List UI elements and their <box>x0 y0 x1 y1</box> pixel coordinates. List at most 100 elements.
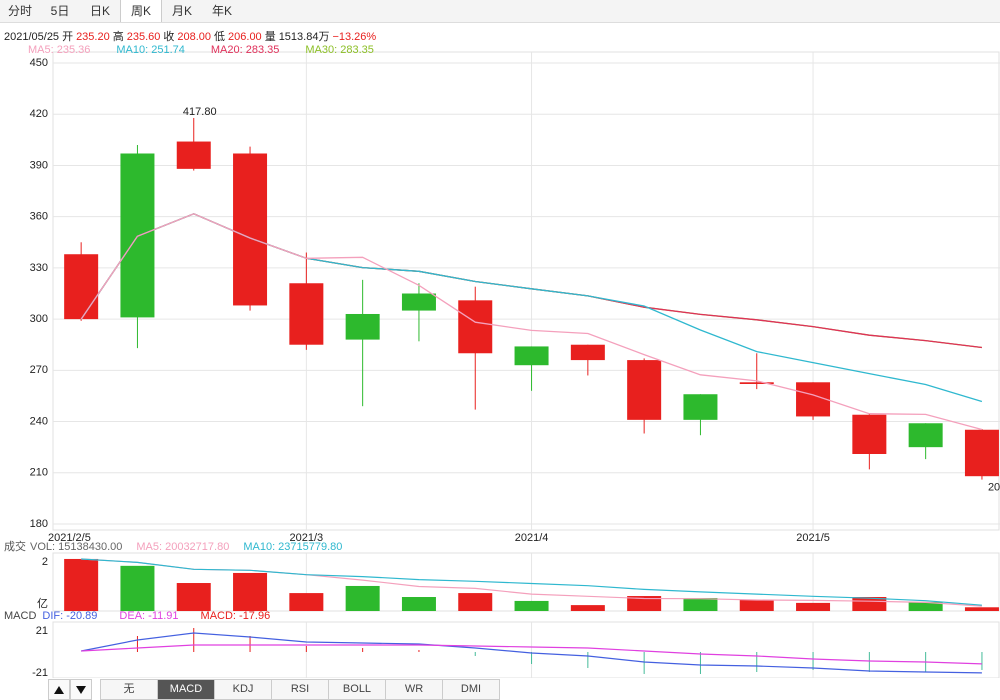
field-value: 206.00 <box>228 31 262 43</box>
macd-legend: MACD DIF: -20.89 DEA: -11.91 MACD: -17.96 <box>4 610 270 622</box>
field-name: 低 <box>214 31 226 43</box>
candle-body <box>458 300 493 354</box>
legend-entry: DIF: -20.89 <box>42 610 97 622</box>
candle-body <box>345 313 380 340</box>
indicator-tab[interactable]: KDJ <box>215 679 272 700</box>
field-value: 235.20 <box>76 31 110 43</box>
volume-bar <box>458 593 493 611</box>
y-tick-label: 330 <box>30 262 48 274</box>
volume-bar <box>739 599 774 611</box>
legend-entry: MA10: 251.74 <box>116 44 185 56</box>
down-icon <box>76 685 86 694</box>
candle-body <box>908 423 943 448</box>
period-tab[interactable]: 月K <box>171 4 192 18</box>
field-name: 高 <box>112 31 124 43</box>
candle-body <box>176 141 211 169</box>
volume-bar <box>401 597 436 611</box>
candle-body <box>683 394 718 420</box>
volume-bar <box>570 605 605 611</box>
period-tab[interactable]: 年K <box>211 4 232 18</box>
candle-body <box>570 344 605 361</box>
vol-ma-line <box>81 558 982 606</box>
y-tick-label: 270 <box>30 364 48 376</box>
volume-bar <box>176 583 211 611</box>
candle-body <box>64 254 99 320</box>
indicator-tab[interactable]: WR <box>386 679 443 700</box>
indicator-tab[interactable]: BOLL <box>329 679 386 700</box>
quote-date: 2021/05/25 <box>4 31 60 43</box>
scroll-up[interactable] <box>48 679 70 700</box>
panel-title: 成交 <box>4 539 26 553</box>
macd-line <box>81 644 982 665</box>
period-tab[interactable]: 日K <box>89 4 110 18</box>
volume-bar <box>64 558 99 611</box>
x-tick-label: 2021/4 <box>515 532 549 544</box>
x-tick-label: 2021/2/5 <box>48 532 91 544</box>
chart: 180 210 240 270 300 330 360 390 420 450 2021/2/5 20… <box>4 44 1000 678</box>
plot-frame <box>52 621 1000 678</box>
indicator-tab[interactable]: MACD <box>158 679 215 700</box>
y-tick-label: 240 <box>30 415 48 427</box>
candle-body <box>120 153 155 318</box>
field-value: 235.60 <box>126 31 161 43</box>
y-tick-label: 180 <box>30 518 48 530</box>
vol-legend: 成交 VOL: 15138430.00 MA5: 20032717.80 MA10: … <box>4 539 342 553</box>
quote-info: 2021/05/25 开 235.20 高 235.60 收 208.00 低 206.00 量 1… <box>4 28 379 44</box>
indicator-toolbar: 无 MACD KDJ RSI BOLL WR DMI <box>48 679 500 700</box>
volume-bar <box>345 585 380 611</box>
macd-line <box>81 632 982 674</box>
panel-title: MACD <box>4 610 36 622</box>
legend-entry: MA10: 23715779.80 <box>243 541 342 553</box>
field-value: 208.00 <box>177 31 212 43</box>
legend-entry: MA5: 235.36 <box>28 44 90 56</box>
y-tick-label: 21 <box>36 625 48 637</box>
candle-body <box>233 153 268 306</box>
y-tick-label: 2 <box>42 556 48 568</box>
field-value: 1513.84万 <box>278 31 330 43</box>
candle-body <box>289 283 324 345</box>
field-name: 开 <box>62 31 74 43</box>
period-tab[interactable]: 5日 <box>50 4 70 18</box>
legend-entry: DEA: -11.91 <box>119 610 178 622</box>
indicator-tab[interactable]: DMI <box>443 679 500 700</box>
volume-bar <box>627 596 662 611</box>
volume-bar <box>514 600 549 611</box>
candle-body <box>852 414 887 454</box>
candle-body <box>627 360 662 420</box>
period-tab[interactable]: 周K <box>120 0 162 22</box>
legend-entry: MA20: 283.35 <box>211 44 280 56</box>
period-tabs: 分时 5日 日K 周K 月K 年K <box>0 0 1000 23</box>
indicator-tab[interactable]: 无 <box>100 679 158 700</box>
x-tick-label: 2021/3 <box>290 532 324 544</box>
candle-body <box>514 346 549 366</box>
field-name: 量 <box>264 31 276 43</box>
legend-entry: MACD: -17.96 <box>201 610 271 622</box>
legend-entry: MA5: 20032717.80 <box>136 541 229 553</box>
volume-bar <box>683 597 718 611</box>
legend-entry: MA30: 283.35 <box>305 44 374 56</box>
volume-bar <box>120 565 155 611</box>
low-annotation: 206.00 <box>988 482 1000 494</box>
ma-line <box>80 213 983 431</box>
indicator-tab[interactable]: RSI <box>272 679 329 700</box>
ma-legend: MA5: 235.36 MA10: 251.74 MA20: 283.35 MA30:… <box>28 44 374 56</box>
candle-body <box>964 429 999 477</box>
y-tick-label: 360 <box>30 211 48 223</box>
unit-label: 亿 <box>37 597 48 610</box>
y-tick-label: 420 <box>30 108 48 120</box>
y-tick-label: 300 <box>30 313 48 325</box>
legend-entry: VOL: 15138430.00 <box>30 541 122 553</box>
up-icon <box>54 685 64 694</box>
y-tick-label: 450 <box>30 57 48 69</box>
scroll-down[interactable] <box>70 679 92 700</box>
plot-frame <box>52 51 1000 531</box>
change-pct: −13.26% <box>332 31 377 43</box>
y-tick-label: 210 <box>30 467 48 479</box>
candle-body <box>739 382 774 384</box>
period-tab[interactable]: 分时 <box>7 4 32 18</box>
volume-bar <box>233 572 268 611</box>
y-tick-label: 390 <box>30 159 48 171</box>
volume-bar <box>289 593 324 611</box>
candle-body <box>401 293 436 311</box>
